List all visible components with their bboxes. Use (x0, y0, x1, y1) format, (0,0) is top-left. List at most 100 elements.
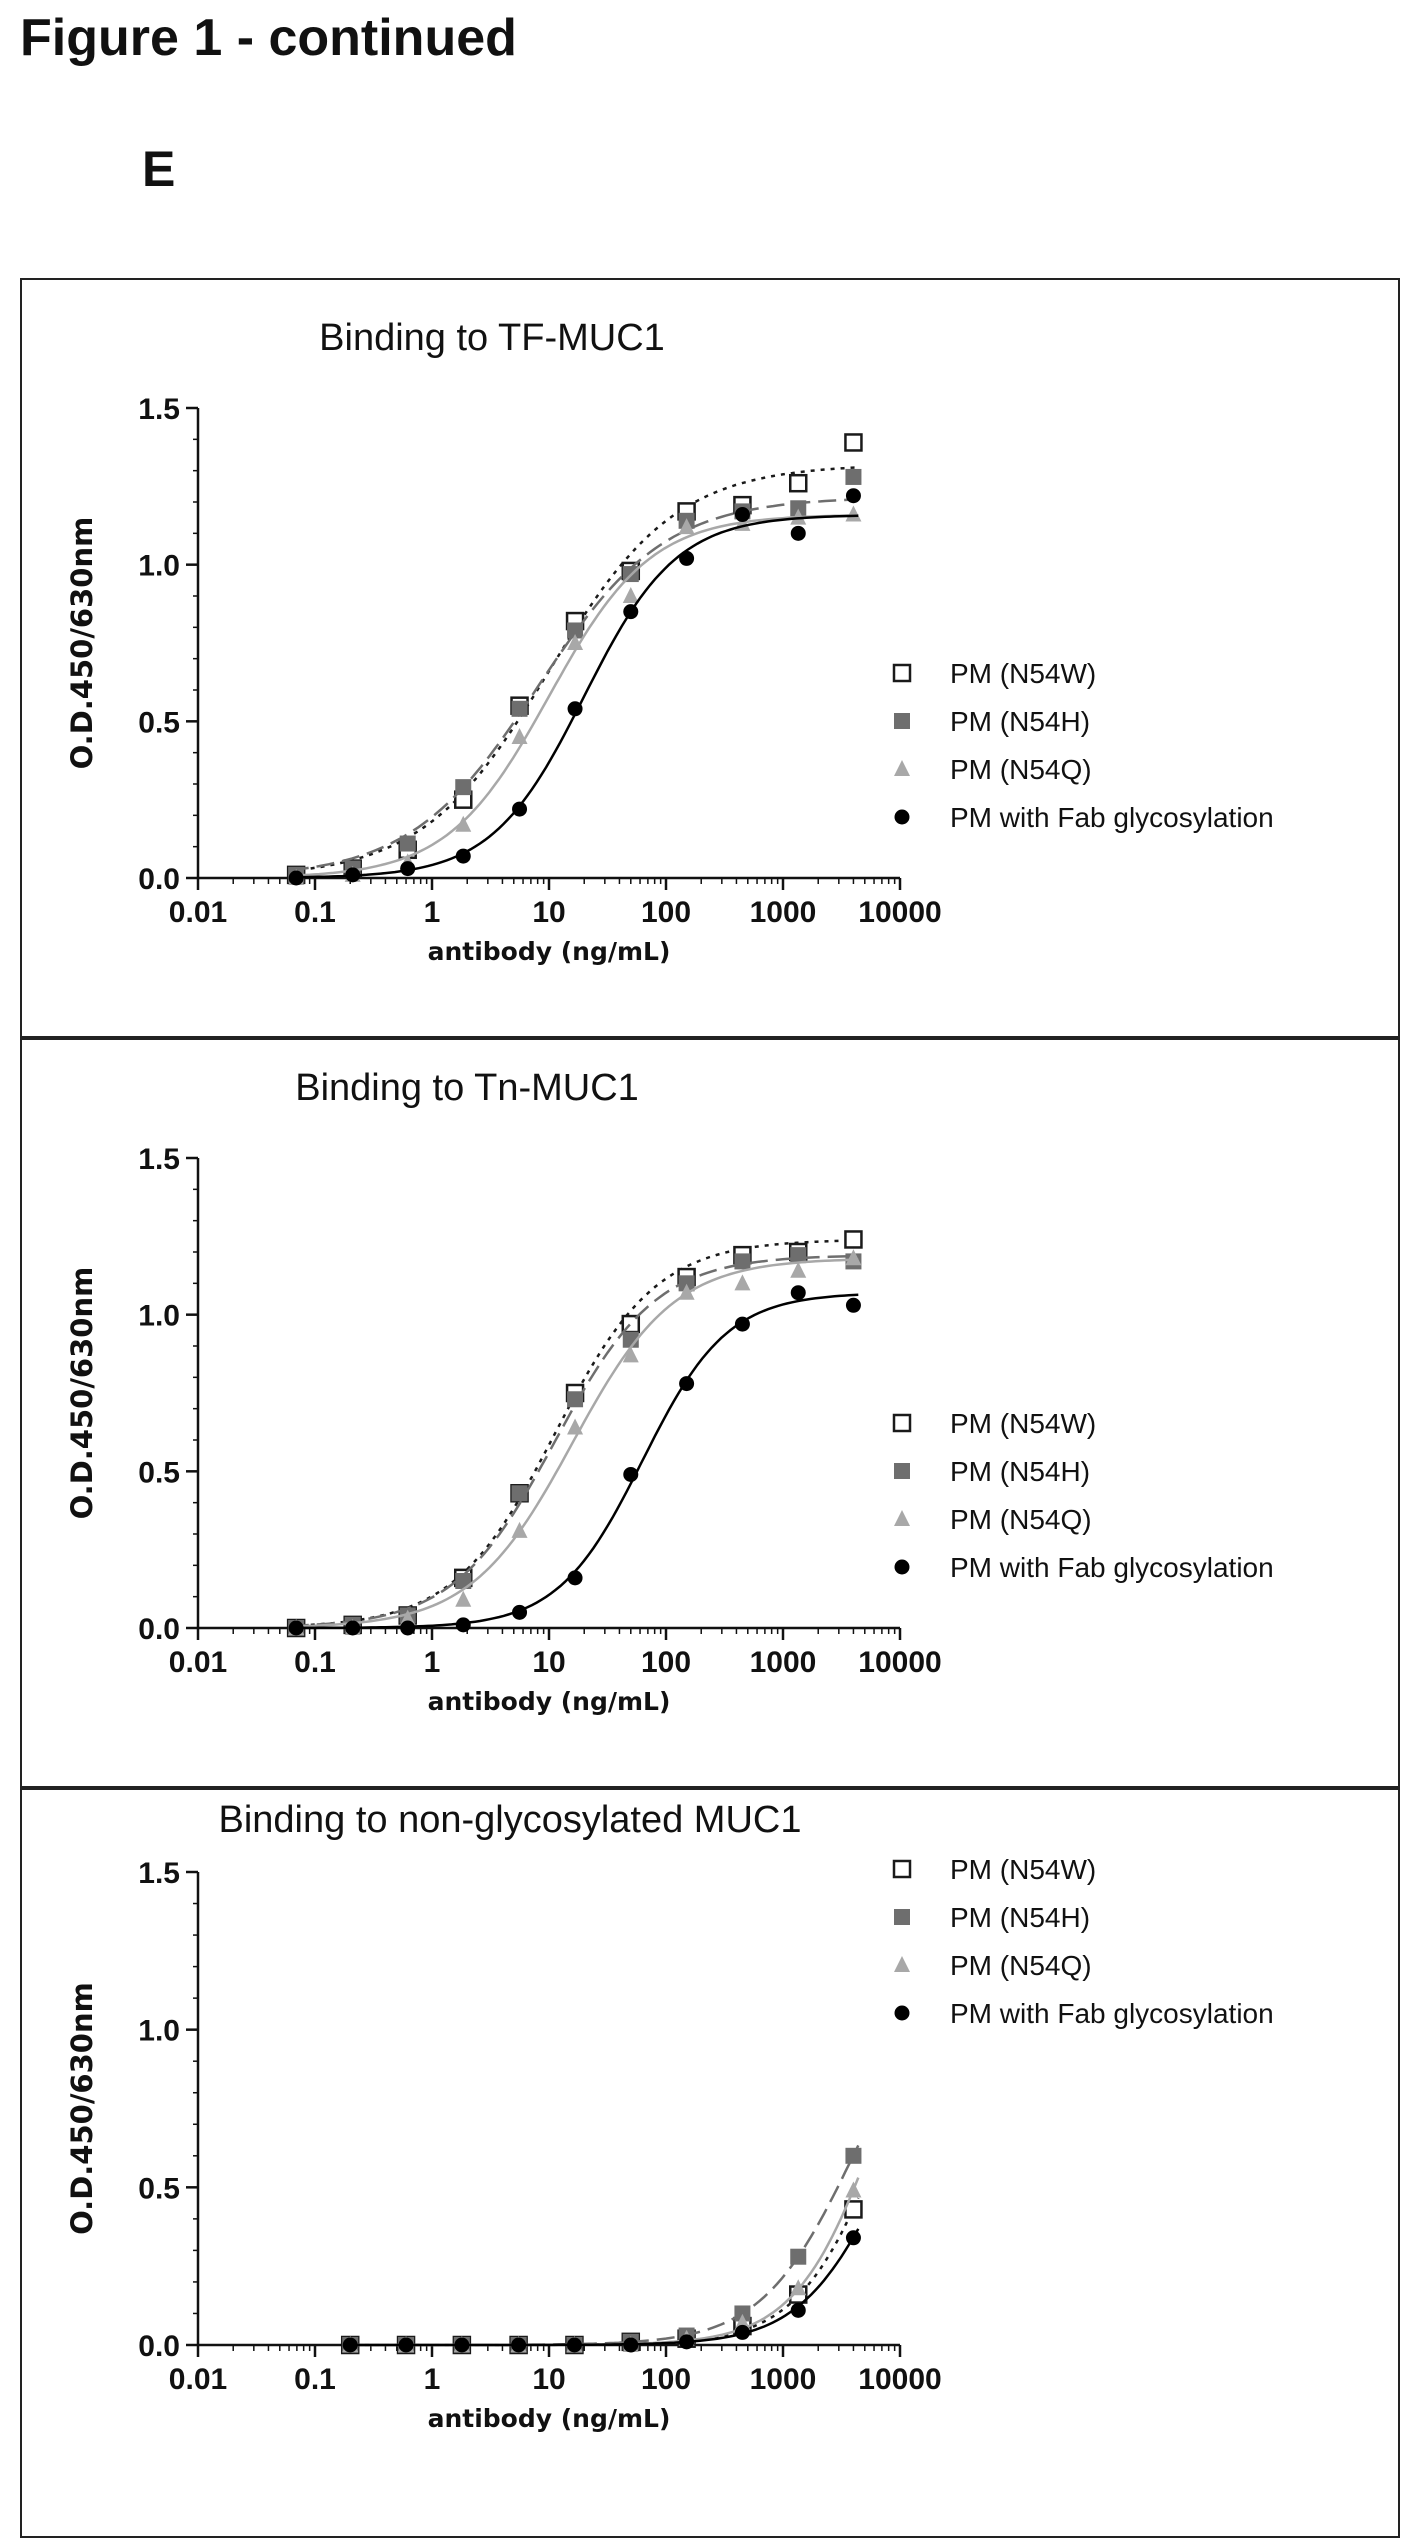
data-point (678, 1283, 695, 1300)
x-tick-label: 10 (532, 2363, 565, 2396)
fit-curve-3 (344, 2177, 860, 2347)
y-axis-label: O.D.450/630nm (65, 1982, 99, 2235)
chart-panel-non-glycosylated-muc1: Binding to non-glycosylated MUC1 0.0 0.5 1.… (20, 1788, 1400, 2538)
x-tick-label: 10 (532, 896, 565, 929)
data-point (567, 1418, 584, 1435)
chart-svg: Binding to Tn-MUC1 0.0 0.5 1.0 1.5 0.01 0.1 1 10… (65, 1067, 1274, 1716)
x-axis-label: antibody (ng/mL) (428, 2404, 671, 2433)
data-point (845, 468, 862, 485)
figure-heading: Figure 1 - continued (20, 9, 517, 67)
data-point (288, 870, 304, 886)
chart-panel-tf-muc1: Binding to TF-MUC1 0.0 0.5 1.0 1.5 0.01 0.1 1 10… (20, 278, 1400, 1038)
data-point (790, 1261, 807, 1278)
fit-curve-4 (344, 2228, 860, 2347)
data-point (511, 2337, 527, 2353)
data-point (679, 2334, 695, 2350)
y-tick-label: 1.0 (138, 2015, 180, 2048)
legend-entry: PM with Fab glycosylation (950, 1552, 1274, 1583)
legend-entry: PM (N54H) (950, 1902, 1090, 1933)
legend-marker (894, 1559, 910, 1575)
x-tick-label: 1000 (750, 896, 817, 929)
legend-marker (894, 760, 910, 776)
chart-title: Binding to TF-MUC1 (319, 317, 665, 359)
data-point (845, 1297, 861, 1313)
data-point (400, 1620, 416, 1636)
data-point (399, 835, 416, 852)
legend-marker (892, 1859, 912, 1879)
legend-marker (894, 1909, 910, 1925)
x-tick-label: 1 (424, 2363, 441, 2396)
data-point (288, 1620, 304, 1636)
legend-marker (894, 713, 910, 729)
chart-title: Binding to non-glycosylated MUC1 (219, 1799, 802, 1841)
data-point (512, 1604, 528, 1620)
legend-entry: PM (N54Q) (950, 754, 1092, 785)
data-point (790, 1247, 807, 1264)
data-point (623, 1466, 639, 1482)
x-tick-label: 10 (532, 1646, 565, 1679)
data-point (567, 634, 584, 650)
x-tick-label: 1 (424, 896, 441, 929)
y-axis-label: O.D.450/630nm (65, 517, 99, 770)
data-point (734, 507, 750, 523)
data-point (567, 1570, 583, 1586)
data-point (790, 525, 806, 541)
legend-marker (894, 1510, 910, 1526)
data-point (790, 1285, 806, 1301)
data-point (734, 2305, 751, 2322)
legend-marker (894, 1463, 910, 1479)
fit-curve-3 (290, 514, 859, 878)
y-tick-label: 0.5 (138, 1456, 180, 1489)
data-point (455, 1617, 471, 1633)
y-tick-label: 1.5 (138, 1857, 180, 1890)
data-point (788, 473, 808, 493)
legend-entry: PM (N54W) (950, 1854, 1096, 1885)
y-tick-label: 0.0 (138, 2330, 180, 2363)
y-axis-label: O.D.450/630nm (65, 1267, 99, 1520)
data-point (678, 518, 695, 535)
data-point (399, 1609, 416, 1626)
data-point (512, 801, 528, 817)
data-point (734, 2313, 751, 2330)
fit-curve-2 (290, 498, 859, 872)
x-tick-label: 0.01 (169, 896, 227, 929)
y-tick-label: 0.5 (138, 2172, 180, 2205)
data-point (342, 2337, 358, 2353)
chart-svg: Binding to non-glycosylated MUC1 0.0 0.5 1.… (65, 1799, 1274, 2433)
legend-entry: PM (N54Q) (950, 1504, 1092, 1535)
chart-panel-tn-muc1: Binding to Tn-MUC1 0.0 0.5 1.0 1.5 0.01 0.1 1 10… (20, 1038, 1400, 1788)
legend-entry: PM with Fab glycosylation (950, 802, 1274, 833)
data-point (400, 861, 416, 877)
data-point (398, 2337, 414, 2353)
x-tick-label: 10000 (858, 2363, 941, 2396)
data-point (511, 1521, 528, 1538)
legend-marker (892, 663, 912, 683)
data-point (679, 1376, 695, 1392)
chart-title: Binding to Tn-MUC1 (295, 1067, 639, 1109)
data-point (734, 1316, 750, 1332)
data-point (845, 2147, 862, 2164)
data-point (790, 2248, 807, 2265)
data-point (567, 701, 583, 717)
y-tick-label: 1.0 (138, 1300, 180, 1333)
y-tick-label: 0.5 (138, 706, 180, 739)
x-tick-label: 0.1 (294, 1646, 336, 1679)
y-tick-label: 0.0 (138, 863, 180, 896)
x-axis-label: antibody (ng/mL) (428, 937, 671, 966)
data-point (566, 2337, 582, 2353)
data-point (623, 604, 639, 620)
x-tick-label: 1 (424, 1646, 441, 1679)
legend-marker (894, 809, 910, 825)
legend-entry: PM (N54H) (950, 1456, 1090, 1487)
data-point (845, 488, 861, 504)
data-point (844, 433, 863, 452)
data-point (455, 815, 472, 832)
fit-curve-3 (290, 1258, 859, 1628)
data-point (845, 505, 862, 522)
data-point (455, 1590, 472, 1607)
data-point (790, 2279, 807, 2296)
data-point (845, 1249, 862, 1266)
data-point (345, 867, 361, 883)
fit-curve-1 (290, 466, 859, 873)
y-tick-label: 1.5 (138, 1143, 180, 1176)
